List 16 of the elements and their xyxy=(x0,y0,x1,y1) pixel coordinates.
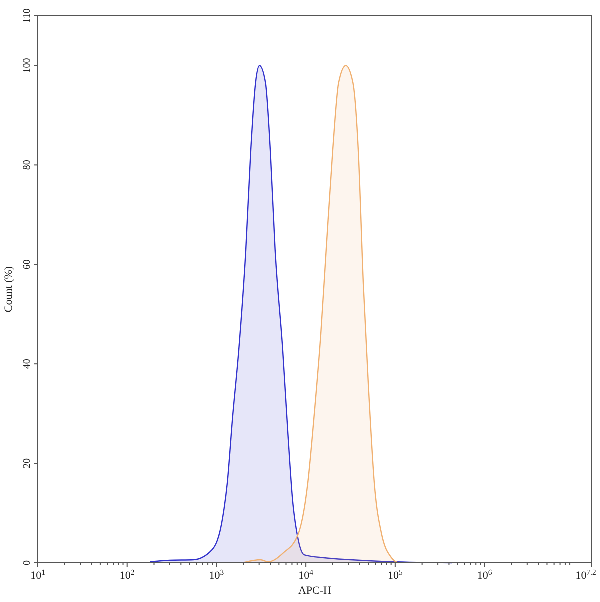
x-tick-label: 10$^{5}$ xyxy=(388,568,403,582)
y-tick-label: 60 xyxy=(22,260,33,270)
x-axis-title: APC-H xyxy=(298,585,332,597)
y-tick-label: 20 xyxy=(22,458,33,469)
y-tick-label: 100 xyxy=(22,58,33,74)
y-tick-label: 110 xyxy=(22,8,33,24)
x-tick-label: 10$^{3}$ xyxy=(209,568,224,582)
y-tick-label: 80 xyxy=(22,160,33,170)
x-tick-label: 10$^{2}$ xyxy=(120,568,135,582)
y-tick-label: 0 xyxy=(22,560,33,566)
x-tick-label: 10$^{7.2}$ xyxy=(576,568,596,582)
y-axis-title: Count (%) xyxy=(3,266,15,313)
x-tick-label: 10$^{4}$ xyxy=(298,568,314,582)
y-tick-label: 40 xyxy=(22,359,33,370)
x-tick-label: 10$^{6}$ xyxy=(477,568,492,582)
x-tick-label: 10$^{1}$ xyxy=(30,568,46,582)
